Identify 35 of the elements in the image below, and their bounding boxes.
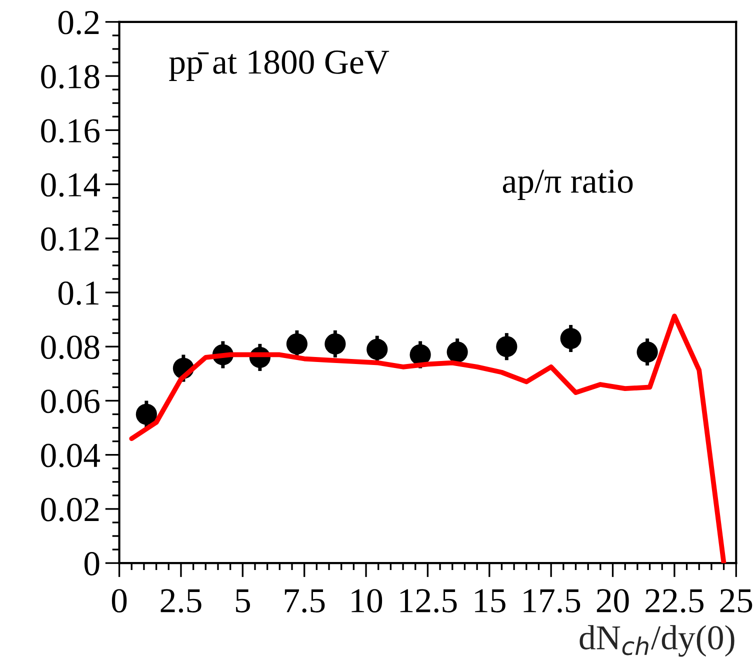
annotation: pp̄ at 1800 GeV [169, 50, 390, 81]
point [446, 341, 468, 363]
point [324, 333, 346, 354]
y-tick-label: 0.04 [41, 444, 100, 468]
y-tick-label: 0.16 [41, 119, 100, 143]
point [560, 328, 582, 350]
x-tick-label: 15 [475, 589, 506, 613]
point [636, 341, 658, 363]
x-tick-label: 12.5 [400, 589, 457, 613]
point [496, 336, 518, 358]
y-tick-label: 0.1 [58, 281, 98, 306]
x-tick-label: 25 [720, 589, 752, 613]
point [410, 344, 431, 366]
annotation: ap/π ratio [502, 170, 633, 200]
x-tick-label: 5 [236, 589, 250, 613]
point [286, 333, 308, 354]
y-tick-label: 0.18 [41, 64, 100, 89]
y-tick-label: 0.08 [41, 336, 100, 360]
y-tick-label: 0.2 [58, 10, 99, 34]
x-tick-label: 0 [112, 589, 127, 613]
x-tick-label: 10 [352, 589, 382, 613]
x-tick-label: 17.5 [524, 589, 580, 613]
point [136, 404, 157, 425]
x-tick-label: 20 [596, 589, 629, 613]
y-tick-label: 0.12 [41, 227, 99, 251]
x-tick-label: 7.5 [284, 589, 325, 613]
y-tick-label: 0.06 [41, 390, 100, 414]
line-series [129, 314, 726, 564]
y-tick-label: 0.14 [41, 173, 100, 197]
x-tick-label: 22.5 [646, 589, 704, 613]
point [366, 338, 388, 360]
y-tick-label: 0 [84, 552, 100, 576]
x-axis-title: dN$_{ch}$/dy(0) [580, 625, 734, 657]
x-tick-label: 2.5 [160, 589, 202, 613]
y-tick-label: 0.02 [41, 498, 99, 522]
